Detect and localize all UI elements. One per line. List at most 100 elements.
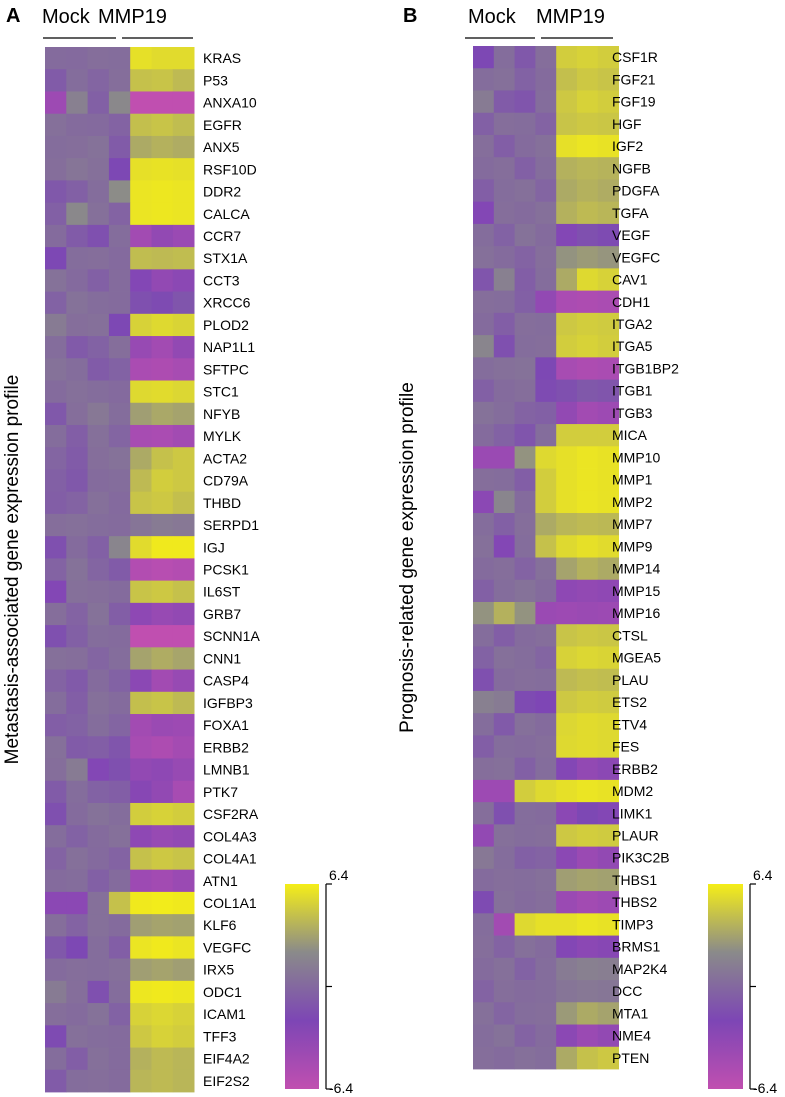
heatmap-cell: [87, 914, 110, 937]
heatmap-cell: [514, 157, 536, 180]
heatmap-cell: [556, 980, 578, 1003]
group-label-mock: Mock: [468, 6, 517, 28]
heatmap-cell: [66, 825, 88, 848]
heatmap-cell: [514, 624, 536, 647]
heatmap-cell: [87, 1003, 110, 1026]
heatmap-cell: [597, 424, 619, 447]
heatmap-cell: [493, 134, 515, 158]
panel-letter: A: [6, 5, 20, 27]
heatmap-cell: [130, 825, 152, 848]
heatmap-cell: [597, 891, 619, 914]
heatmap-cell: [45, 1069, 67, 1093]
heatmap-cell: [66, 247, 88, 270]
heatmap-cell: [535, 246, 557, 269]
heatmap-cell: [87, 669, 110, 693]
heatmap-cell: [473, 513, 495, 536]
heatmap-cell: [130, 380, 152, 404]
heatmap-cell: [172, 691, 195, 715]
heatmap-cell: [151, 936, 174, 959]
heatmap-cell: [556, 935, 578, 959]
heatmap-cell: [556, 335, 578, 358]
heatmap-cell: [535, 201, 557, 225]
heatmap-cell: [597, 779, 619, 803]
heatmap-cell: [172, 825, 195, 848]
heatmap-cell: [45, 1003, 67, 1026]
heatmap-cell: [473, 535, 495, 558]
heatmap-cell: [556, 824, 578, 848]
heatmap-cell: [493, 112, 515, 136]
heatmap-cell: [493, 46, 515, 69]
heatmap-cell: [493, 802, 515, 825]
gene-label: STC1: [203, 384, 239, 400]
heatmap-cell: [493, 1024, 515, 1048]
heatmap-cell: [66, 291, 88, 315]
heatmap-cell: [130, 291, 152, 315]
heatmap-cell: [45, 825, 67, 848]
heatmap-cell: [45, 802, 67, 826]
heatmap-cell: [108, 158, 131, 181]
heatmap-cell: [597, 246, 619, 269]
heatmap-cell: [493, 891, 515, 914]
heatmap-cell: [493, 335, 515, 358]
heatmap-cell: [130, 936, 152, 959]
heatmap-cell: [151, 424, 174, 448]
heatmap-cell: [514, 668, 536, 692]
heatmap-cell: [577, 223, 599, 247]
heatmap-cell: [45, 202, 67, 226]
heatmap-cell: [473, 735, 495, 759]
heatmap-cell: [493, 601, 515, 625]
gene-label: HGF: [612, 116, 642, 132]
heatmap-cell: [556, 290, 578, 314]
heatmap-cell: [597, 446, 619, 469]
heatmap-cell: [535, 624, 557, 647]
heatmap-cell: [473, 1046, 495, 1070]
heatmap-cell: [151, 602, 174, 626]
heatmap-cell: [108, 1069, 131, 1093]
heatmap-cell: [556, 513, 578, 536]
heatmap-cell: [108, 869, 131, 893]
heatmap-cell: [535, 179, 557, 203]
heatmap-cell: [108, 536, 131, 559]
heatmap-cell: [473, 868, 495, 892]
heatmap-cell: [66, 269, 88, 292]
heatmap-cell: [493, 490, 515, 514]
heatmap-cell: [108, 1025, 131, 1048]
heatmap-cell: [172, 1069, 195, 1093]
heatmap-cell: [45, 113, 67, 137]
heatmap-cell: [535, 357, 557, 380]
heatmap-cell: [130, 69, 152, 92]
heatmap-cell: [535, 490, 557, 514]
heatmap-cell: [172, 247, 195, 270]
heatmap-cell: [172, 714, 195, 737]
heatmap-cell: [493, 535, 515, 558]
heatmap-cell: [473, 490, 495, 514]
gene-label: MAP2K4: [612, 961, 667, 977]
heatmap-cell: [108, 936, 131, 959]
heatmap-cell: [473, 713, 495, 736]
heatmap-cell: [151, 558, 174, 582]
heatmap-cell: [493, 624, 515, 647]
heatmap-cell: [577, 579, 599, 603]
heatmap-cell: [66, 491, 88, 515]
colorbar-max-label: 6.4: [753, 867, 773, 883]
heatmap-cell: [556, 223, 578, 247]
heatmap-cell: [493, 401, 515, 425]
heatmap-cell: [493, 468, 515, 492]
heatmap-cell: [535, 935, 557, 959]
gene-label: DCC: [612, 983, 642, 999]
gene-label: CCR7: [203, 228, 241, 244]
heatmap-cell: [87, 180, 110, 204]
heatmap-cell: [577, 1024, 599, 1048]
gene-label: MMP9: [612, 538, 653, 554]
heatmap-cell: [45, 247, 67, 270]
heatmap-cell: [473, 112, 495, 136]
heatmap-cell: [45, 358, 67, 381]
heatmap-cell: [493, 735, 515, 759]
gene-label: VEGFC: [612, 249, 660, 265]
heatmap-cell: [493, 90, 515, 114]
heatmap-cell: [597, 824, 619, 848]
heatmap-cell: [577, 535, 599, 558]
heatmap-cell: [108, 891, 131, 915]
heatmap-cell: [597, 468, 619, 492]
heatmap-cell: [66, 625, 88, 648]
